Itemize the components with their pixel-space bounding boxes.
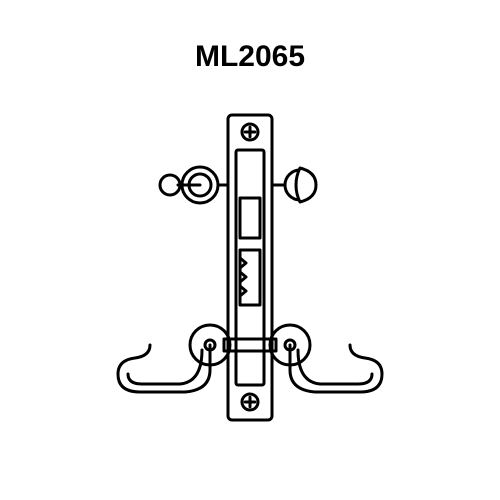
lever-right-inner — [298, 350, 372, 384]
lever-left-inner — [128, 350, 202, 384]
lock-line-drawing — [0, 0, 500, 500]
diagram-canvas: ML2065 — [0, 0, 500, 500]
latch-slot — [240, 198, 260, 238]
thumbturn-blade — [296, 168, 316, 202]
spindle — [224, 339, 276, 351]
deadbolt-slot — [240, 250, 260, 305]
